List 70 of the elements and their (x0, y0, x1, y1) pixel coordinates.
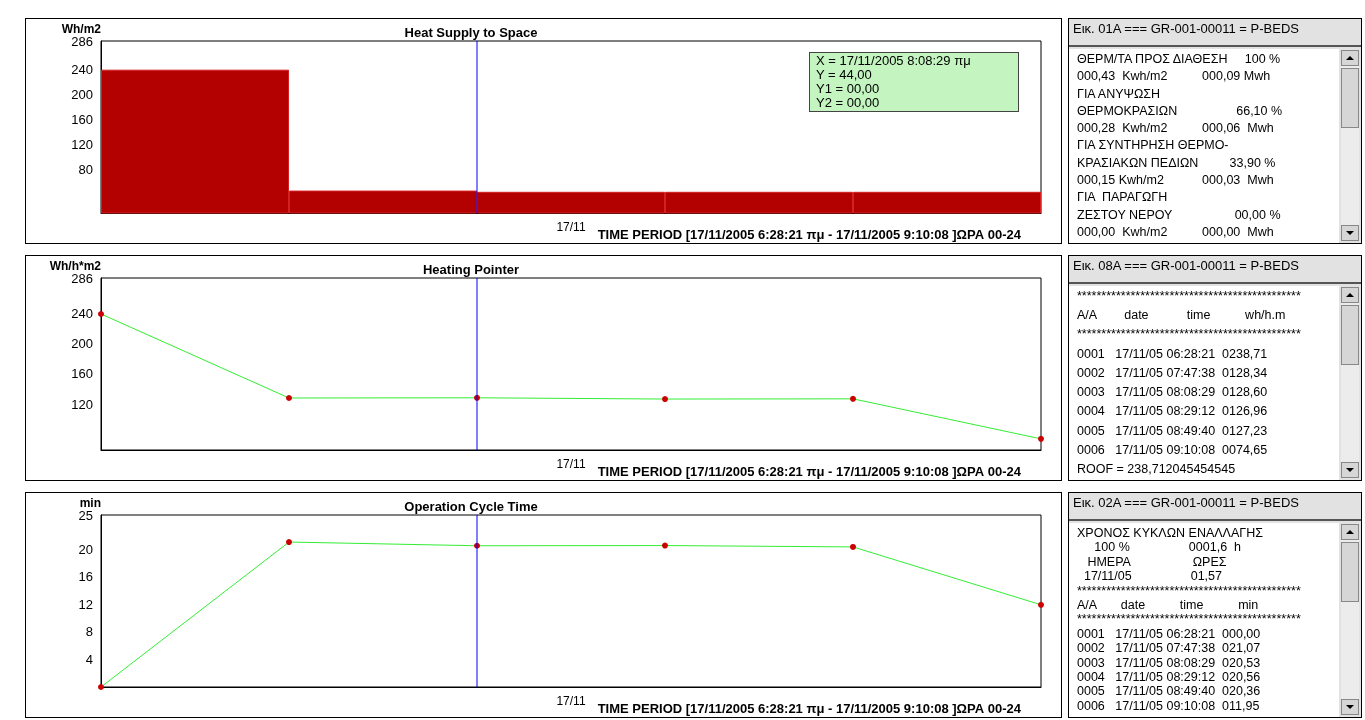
text: 0004 17/11/05 08:29:12 020,56 (1077, 670, 1262, 685)
text: A/A date time wh/h.m (1077, 308, 1287, 323)
text: ΘΕΡΜΟΚΡΑΣΙΩΝ 66,10 % (1077, 103, 1284, 118)
text: 0002 17/11/05 07:47:38 0128,34 (1077, 365, 1269, 380)
text: ********************************************** (1077, 583, 1302, 598)
x-axis-title: 17/11 (556, 220, 586, 234)
y-tick-label: 240 (71, 305, 93, 321)
y-axis-title: Wh/h*m2 (49, 258, 102, 273)
y-axis-title: min (79, 495, 101, 510)
text: A/A date time min (1077, 598, 1260, 613)
chart-title: Operation Cycle Time (404, 499, 538, 514)
y-tick-label: 80 (78, 161, 93, 177)
text: 000,15 Kwh/m2 000,03 Mwh (1077, 173, 1275, 188)
text: ΓΙΑ ΑΝΥΨΩΣΗ (1077, 86, 1162, 101)
text: 17/11/05 01,57 (1082, 569, 1223, 584)
text: 0005 17/11/05 08:49:40 020,36 (1077, 684, 1262, 699)
text: ********************************************** (1077, 612, 1302, 627)
y-tick-label: 160 (71, 112, 93, 128)
y-tick-label: 160 (71, 366, 93, 382)
x-axis-title: 17/11 (556, 457, 586, 471)
text: ΓΙΑ ΠΑΡΑΓΩΓΗ (1077, 190, 1169, 205)
y-tick-label: 12 (78, 596, 93, 612)
text: ΖΕΣΤΟΥ ΝΕΡΟΥ 00,00 % (1077, 207, 1282, 222)
y-axis-title: Wh/m2 (61, 21, 102, 36)
y-tick-label: 200 (71, 335, 93, 351)
text: 0006 17/11/05 09:10:08 011,95 (1077, 698, 1261, 713)
y-tick-label: 20 (78, 541, 93, 557)
text: ********************************************** (1077, 289, 1302, 303)
text: 0003 17/11/05 08:08:29 020,53 (1077, 655, 1262, 670)
annotation: Y2 = 00,00 (816, 95, 881, 110)
y-tick-label: 120 (71, 136, 93, 152)
text: TIME PERIOD [17/11/2005 6:28:21 πμ - 17/11/2005 9:10:08 ]ΩΡΑ 00-24 (597, 701, 1022, 716)
chart-title: Heating Pointer (422, 262, 520, 277)
y-tick-label: 16 (78, 569, 93, 585)
text: 000,28 Kwh/m2 000,06 Mwh (1077, 121, 1275, 136)
text: 000,00 Kwh/m2 000,00 Mwh (1077, 224, 1275, 239)
text: 0002 17/11/05 07:47:38 021,07 (1077, 641, 1262, 656)
text: ΗΜΕΡΑ ΩΡΕΣ (1086, 554, 1228, 569)
chart-title: Heat Supply to Space (404, 25, 538, 40)
x-axis-title: 17/11 (556, 694, 586, 708)
text: Εικ. 01A === GR-001-00011 = P-BEDS (1069, 19, 1361, 47)
text: ΘΕΡΜ/ΤΑ ΠΡΟΣ ΔΙΑΘΕΣΗ 100 % (1077, 52, 1282, 66)
y-tick-label: 8 (85, 624, 93, 640)
text: 0001 17/11/05 06:28:21 000,00 (1077, 626, 1262, 641)
text: 0004 17/11/05 08:29:12 0126,96 (1077, 404, 1269, 419)
text: 0005 17/11/05 08:49:40 0127,23 (1077, 423, 1269, 438)
y-tick-label: 25 (78, 507, 93, 523)
y-tick-label: 200 (71, 87, 93, 103)
annotation: Y1 = 00,00 (816, 81, 881, 96)
text: 100 % 0001,6 h (1093, 540, 1242, 555)
y-tick-label: 286 (71, 270, 93, 286)
text: 000,43 Kwh/m2 000,09 Mwh (1077, 69, 1272, 84)
y-tick-label: 4 (85, 651, 93, 667)
annotation: Y = 44,00 (816, 67, 873, 82)
text: Εικ. 08A === GR-001-00011 = P-BEDS (1069, 256, 1361, 284)
y-tick-label: 286 (71, 33, 93, 49)
text: ********************************************** (1077, 327, 1302, 342)
text: ΧΡΟΝΟΣ ΚΥΚΛΩΝ ΕΝΑΛΛΑΓΗΣ (1077, 526, 1264, 540)
y-tick-label: 240 (71, 62, 93, 78)
text: TIME PERIOD [17/11/2005 6:28:21 πμ - 17/11/2005 9:10:08 ]ΩΡΑ 00-24 (597, 227, 1022, 242)
text: 0003 17/11/05 08:08:29 0128,60 (1077, 385, 1269, 400)
y-tick-label: 120 (71, 396, 93, 412)
text: ROOF = 238,712045454545 (1077, 461, 1237, 476)
text: 0001 17/11/05 06:28:21 0238,71 (1077, 346, 1269, 361)
text: ΚΡΑΣΙΑΚΩΝ ΠΕΔΙΩΝ 33,90 % (1077, 155, 1277, 170)
text: TIME PERIOD [17/11/2005 6:28:21 πμ - 17/11/2005 9:10:08 ]ΩΡΑ 00-24 (597, 464, 1022, 479)
text: ΓΙΑ ΣΥΝΤΗΡΗΣΗ ΘΕΡΜΟ- (1077, 138, 1230, 153)
annotation: X = 17/11/2005 8:08:29 πμ (816, 53, 972, 68)
text: Εικ. 02A === GR-001-00011 = P-BEDS (1069, 493, 1361, 521)
text: 0006 17/11/05 09:10:08 0074,65 (1077, 442, 1269, 457)
